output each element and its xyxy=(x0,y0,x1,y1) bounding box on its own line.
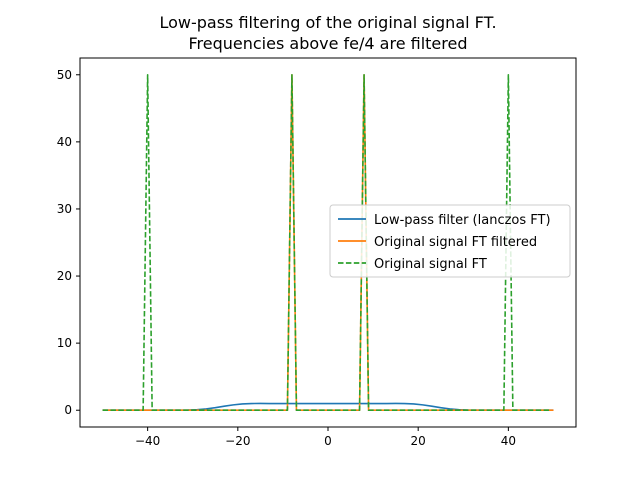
y-tick-label: 30 xyxy=(57,202,72,216)
y-tick-label: 50 xyxy=(57,68,72,82)
legend-label: Original signal FT xyxy=(374,257,487,272)
x-tick-label: 40 xyxy=(501,434,516,448)
y-tick-label: 20 xyxy=(57,269,72,283)
chart-subtitle: Frequencies above fe/4 are filtered xyxy=(188,34,467,53)
series-line-3 xyxy=(102,73,549,412)
series-layer xyxy=(102,73,554,412)
legend-label: Original signal FT filtered xyxy=(374,235,537,250)
axes-layer: −40 −20 0 20 40 0 10 20 30 40 50 xyxy=(57,57,577,448)
legend-box xyxy=(329,204,571,278)
y-tick-label: 40 xyxy=(57,135,72,149)
x-tick-label: −40 xyxy=(135,434,160,448)
y-tick-label: 10 xyxy=(57,336,72,350)
series-line-1 xyxy=(102,402,554,412)
legend-label: Low-pass filter (lanczos FT) xyxy=(374,213,551,228)
chart-title: Low-pass filtering of the original signa… xyxy=(159,13,496,32)
y-tick-label: 0 xyxy=(64,403,72,417)
legend: Low-pass filter (lanczos FT) Original sig… xyxy=(329,204,571,278)
x-tick-label: −20 xyxy=(225,434,250,448)
x-tick-label: 0 xyxy=(324,434,332,448)
x-tick-label: 20 xyxy=(411,434,426,448)
